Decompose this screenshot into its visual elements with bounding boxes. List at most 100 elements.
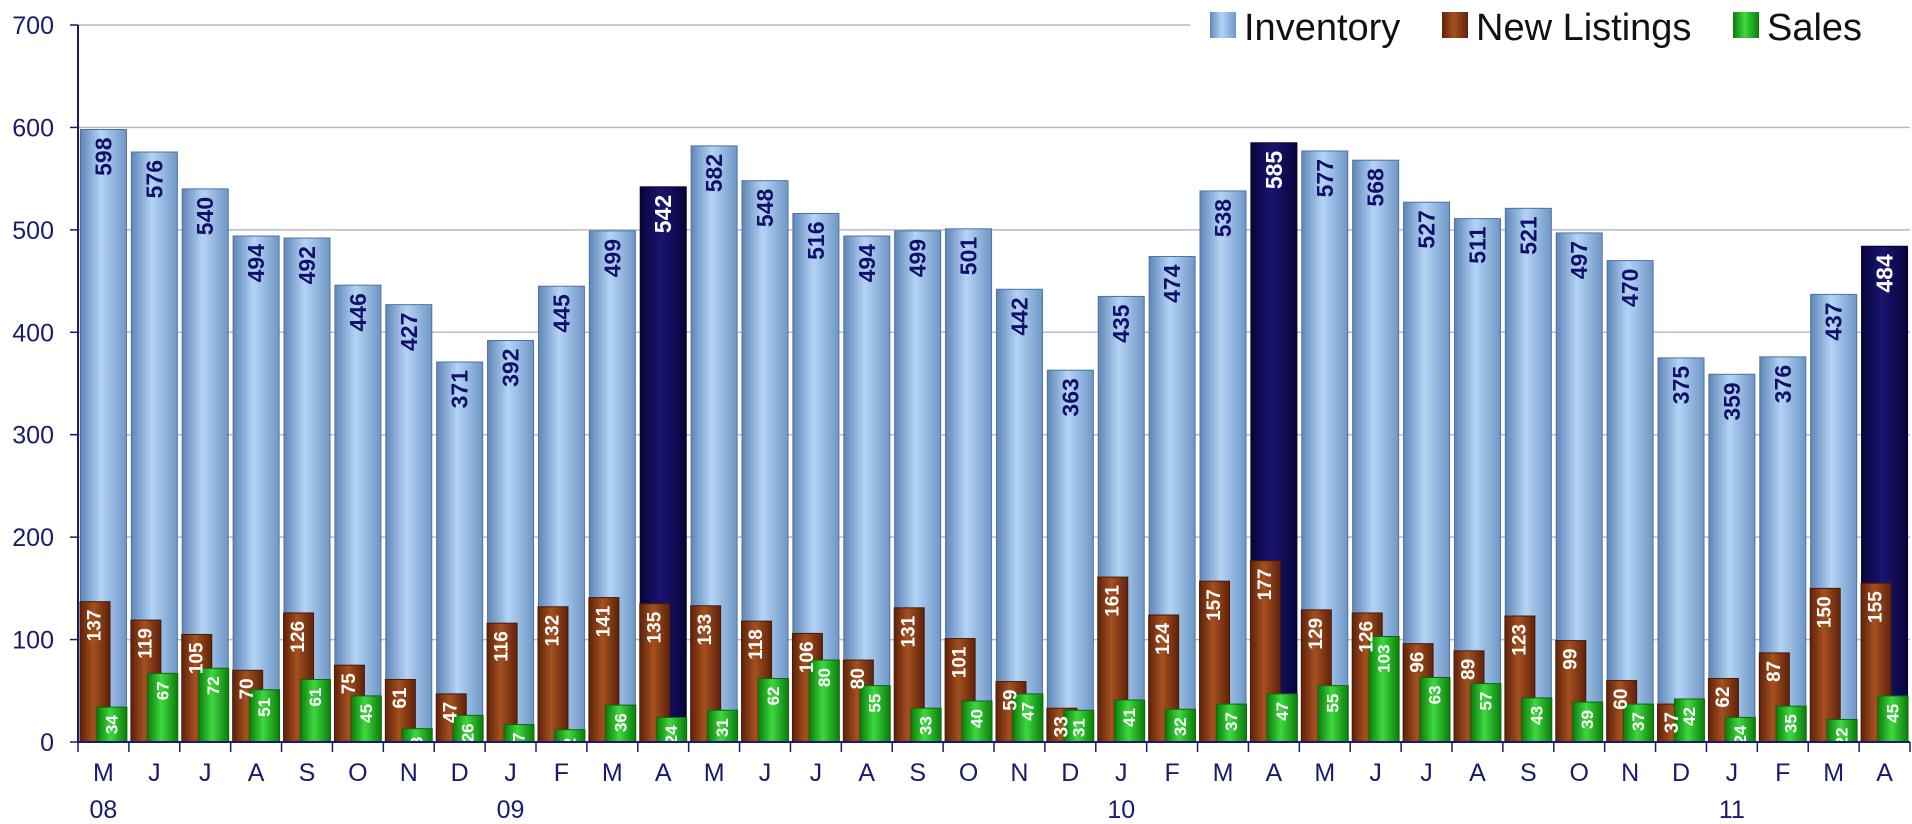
x-tick-label: J bbox=[759, 759, 772, 787]
sales-value-label: 67 bbox=[153, 681, 172, 700]
sales-bar bbox=[299, 679, 331, 743]
new-listings-value-label: 161 bbox=[1102, 585, 1123, 617]
inventory-bar bbox=[1606, 260, 1654, 743]
new-listings-value-label: 60 bbox=[1611, 689, 1632, 710]
new-listings-value-label: 106 bbox=[797, 641, 818, 673]
new-listings-value-label: 126 bbox=[1357, 621, 1378, 653]
year-label: 09 bbox=[497, 796, 525, 824]
gridlines bbox=[78, 24, 1910, 743]
inventory-value-label: 359 bbox=[1719, 382, 1745, 420]
inventory-value-label: 521 bbox=[1515, 216, 1541, 255]
new-listings-value-label: 87 bbox=[1764, 661, 1785, 682]
x-tick-label: M bbox=[602, 759, 623, 787]
x-tick-label: O bbox=[959, 759, 978, 787]
x-tick-label: M bbox=[1213, 759, 1234, 787]
new-listings-value-label: 131 bbox=[899, 615, 920, 647]
sales-bar bbox=[147, 672, 179, 743]
inventory-value-label: 445 bbox=[548, 294, 574, 333]
x-tick-label: S bbox=[299, 759, 316, 787]
inventory-bar bbox=[995, 288, 1043, 743]
sales-value-label: 40 bbox=[968, 709, 987, 728]
legend-label-sales: Sales bbox=[1767, 7, 1862, 49]
new-listings-value-label: 105 bbox=[186, 642, 207, 674]
legend: Inventory New Listings Sales bbox=[1190, 0, 1910, 49]
x-tick-label: M bbox=[1823, 759, 1844, 787]
new-listings-value-label: 61 bbox=[390, 687, 411, 709]
inventory-value-label: 548 bbox=[752, 188, 778, 227]
sales-value-label: 35 bbox=[1782, 714, 1801, 733]
sales-value-label: 41 bbox=[1120, 708, 1139, 727]
new-listings-value-label: 101 bbox=[950, 646, 971, 678]
new-listings-value-label: 155 bbox=[1866, 591, 1887, 623]
x-tick-label: M bbox=[704, 759, 725, 787]
inventory-value-label: 442 bbox=[1006, 297, 1032, 335]
inventory-value-label: 598 bbox=[90, 137, 116, 176]
new-listings-value-label: 89 bbox=[1459, 659, 1480, 680]
sales-value-label: 22 bbox=[1833, 727, 1852, 746]
sales-bar bbox=[198, 667, 230, 743]
sales-bar bbox=[452, 714, 484, 743]
inventory-value-label: 376 bbox=[1770, 365, 1796, 403]
sales-value-label: 32 bbox=[1171, 717, 1190, 736]
sales-bar bbox=[1521, 697, 1553, 743]
inventory-value-label: 499 bbox=[905, 239, 931, 277]
new-listings-value-label: 177 bbox=[1255, 569, 1276, 601]
x-tick-label: F bbox=[1775, 759, 1790, 787]
sales-bar bbox=[808, 659, 840, 743]
new-listings-value-label: 70 bbox=[237, 678, 258, 699]
inventory-bar bbox=[436, 361, 484, 743]
sales-value-label: 13 bbox=[408, 737, 427, 756]
inventory-value-label: 501 bbox=[956, 237, 982, 276]
new-listings-value-label: 33 bbox=[1051, 716, 1072, 737]
sales-value-label: 24 bbox=[1731, 725, 1750, 744]
sales-value-label: 45 bbox=[357, 704, 376, 723]
sales-bar bbox=[605, 704, 637, 743]
inventory-value-label: 427 bbox=[396, 313, 422, 351]
sales-value-label: 31 bbox=[713, 718, 732, 737]
sales-value-label: 47 bbox=[1018, 702, 1037, 721]
inventory-value-label: 437 bbox=[1821, 302, 1847, 340]
inventory-value-label: 435 bbox=[1108, 304, 1134, 343]
inventory-value-label: 516 bbox=[803, 221, 829, 259]
x-tick-label: O bbox=[1569, 759, 1588, 787]
x-tick-label: J bbox=[1726, 759, 1739, 787]
inventory-value-label: 542 bbox=[650, 195, 676, 233]
x-tick-label: N bbox=[1621, 759, 1639, 787]
inventory-value-label: 363 bbox=[1057, 378, 1083, 416]
legend-swatch-new-listings bbox=[1442, 12, 1468, 38]
inventory-value-label: 446 bbox=[345, 293, 371, 331]
y-tick-label: 400 bbox=[12, 319, 54, 347]
x-tick-label: J bbox=[199, 759, 212, 787]
sales-value-label: 72 bbox=[204, 676, 223, 695]
sales-bar bbox=[1215, 703, 1247, 743]
y-tick-label: 600 bbox=[12, 114, 54, 142]
sales-value-label: 26 bbox=[459, 723, 478, 742]
year-label: 08 bbox=[90, 796, 118, 824]
new-listings-value-label: 124 bbox=[1153, 623, 1174, 655]
sales-value-label: 103 bbox=[1375, 644, 1394, 672]
y-tick-label: 100 bbox=[12, 627, 54, 655]
x-tick-label: D bbox=[451, 759, 469, 787]
sales-bar bbox=[1775, 705, 1807, 743]
x-tick-label: J bbox=[148, 759, 161, 787]
x-tick-label: J bbox=[1369, 759, 1382, 787]
x-tick-label: N bbox=[1010, 759, 1028, 787]
new-listings-value-label: 62 bbox=[1713, 686, 1734, 707]
y-tick-label: 700 bbox=[12, 12, 54, 40]
inventory-value-label: 470 bbox=[1617, 269, 1643, 307]
sales-bar bbox=[757, 677, 789, 743]
legend-label-new-listings: New Listings bbox=[1476, 7, 1691, 49]
sales-value-label: 47 bbox=[1273, 702, 1292, 721]
sales-value-label: 51 bbox=[255, 698, 274, 717]
x-tick-label: O bbox=[348, 759, 367, 787]
inventory-value-label: 499 bbox=[599, 239, 625, 277]
y-tick-label: 0 bbox=[40, 729, 54, 757]
inventory-bar bbox=[232, 235, 280, 743]
inventory-value-label: 371 bbox=[447, 370, 473, 409]
inventory-bar bbox=[385, 304, 433, 743]
inventory-bar bbox=[1046, 369, 1094, 743]
year-label: 11 bbox=[1719, 796, 1745, 824]
sales-value-label: 39 bbox=[1578, 710, 1597, 729]
sales-value-label: 80 bbox=[815, 668, 834, 687]
